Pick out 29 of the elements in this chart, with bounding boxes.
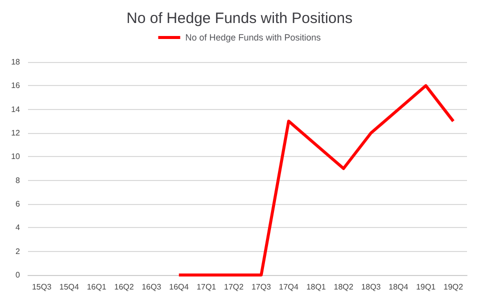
x-tick-label: 16Q1 [86, 282, 107, 292]
x-tick-label: 17Q3 [251, 282, 272, 292]
chart-title: No of Hedge Funds with Positions [126, 10, 352, 27]
x-tick-label: 16Q3 [142, 282, 162, 292]
x-tick-label: 18Q1 [306, 282, 326, 292]
x-tick-label: 18Q4 [388, 282, 409, 292]
line-series [177, 84, 455, 276]
x-tick-label: 15Q4 [59, 282, 80, 292]
x-tick-label: 15Q3 [32, 282, 52, 292]
y-tick-label: 8 [16, 176, 21, 185]
y-tick-label: 12 [11, 128, 21, 138]
x-tick-label: 19Q1 [416, 282, 436, 292]
y-tick-label: 16 [11, 81, 21, 90]
x-tick-label: 16Q2 [114, 282, 134, 292]
x-tick-label: 18Q3 [361, 282, 382, 292]
x-tick-label: 16Q4 [169, 282, 190, 292]
y-tick-label: 10 [11, 152, 21, 162]
y-tick-label: 4 [16, 223, 21, 232]
y-tick-label: 18 [11, 58, 21, 66]
x-tick-label: 17Q2 [224, 282, 244, 292]
y-tick-label: 14 [11, 104, 21, 114]
y-tick-label: 0 [16, 270, 21, 280]
x-tick-label: 18Q2 [334, 282, 354, 292]
x-tick-label: 19Q2 [443, 282, 464, 292]
y-tick-label: 2 [16, 246, 21, 256]
legend-label: No of Hedge Funds with Positions [185, 32, 322, 42]
x-tick-label: 17Q4 [278, 282, 299, 292]
x-tick-label: 17Q1 [196, 282, 217, 292]
y-tick-label: 6 [16, 200, 21, 208]
